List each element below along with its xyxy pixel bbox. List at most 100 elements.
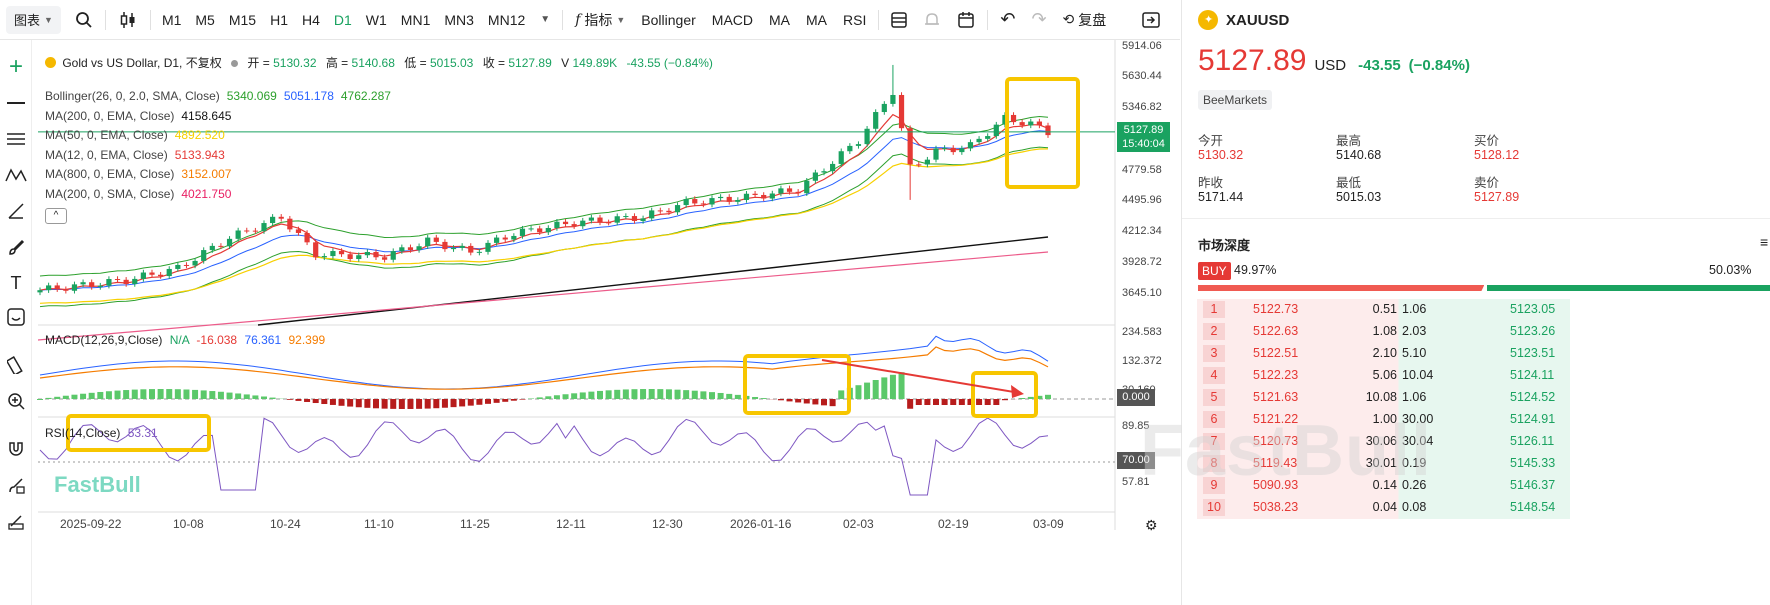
source-badge[interactable]: BeeMarkets [1198, 90, 1273, 110]
rsi-axis-tick: 89.85 [1122, 420, 1150, 432]
macd-histogram-bar [459, 399, 466, 407]
candle-body [485, 242, 491, 252]
depth-bid-volume: 30.01 [1365, 456, 1397, 470]
timeframe-mn1[interactable]: MN1 [400, 11, 431, 28]
price-chart[interactable] [0, 40, 1180, 605]
change-value: -43.55 (−0.84%) [626, 56, 713, 70]
indicator-shortcut-ma-2[interactable]: MA [769, 11, 791, 28]
time-axis-tick: 2026-01-16 [730, 517, 792, 531]
macd-axis-tick: 132.372 [1122, 355, 1162, 367]
candle-body [313, 242, 319, 258]
depth-row: 9 5090.93 0.14 0.26 5146.37 [1197, 475, 1570, 497]
indicator-shortcut-bollinger-0[interactable]: Bollinger [641, 11, 696, 28]
macd-histogram-bar [1001, 399, 1008, 401]
price-axis-tick: 5914.06 [1122, 40, 1162, 52]
redo-icon[interactable]: ↷ [1031, 9, 1047, 29]
bollinger-lower-line [39, 146, 1049, 308]
more-timeframes-chevron-icon[interactable]: ▼ [540, 14, 551, 25]
macd-histogram-bar [416, 399, 423, 409]
macd-histogram-bar [321, 399, 328, 405]
depth-ask-volume: 0.26 [1402, 478, 1427, 492]
candle-body [140, 272, 146, 279]
indicator-row[interactable]: Bollinger(26, 0, 2.0, SMA, Close) 5340.06… [45, 89, 391, 103]
candle-body [295, 229, 302, 233]
fastbull-watermark-small: FastBull [54, 472, 141, 497]
exit-fullscreen-icon[interactable] [1134, 0, 1168, 40]
brush-icon[interactable] [0, 232, 32, 262]
timeframe-h4[interactable]: H4 [301, 11, 320, 28]
calendar-icon[interactable] [949, 0, 983, 40]
candle-body [1019, 122, 1025, 126]
indicator-row[interactable]: MA(200, 0, EMA, Close) 4158.645 [45, 109, 231, 123]
macd-value-2: 76.361 [244, 333, 282, 347]
indicators-button[interactable]: f 指标 ▼ [567, 0, 633, 40]
undo-icon[interactable]: ↶ [1000, 9, 1016, 29]
timeframe-m5[interactable]: M5 [195, 11, 215, 28]
price-axis-tick: 3645.10 [1122, 287, 1162, 299]
drawing-toolbar: + T [0, 40, 32, 605]
candle-body [700, 203, 706, 205]
function-icon: f [575, 11, 581, 28]
candle-body [718, 196, 724, 199]
emoji-icon[interactable] [0, 302, 32, 332]
macd-histogram-bar [597, 390, 603, 399]
macd-histogram-bar [993, 399, 1000, 405]
candle-body [528, 228, 534, 230]
depth-menu-icon[interactable]: ≡ [1760, 234, 1769, 250]
timeframe-w1[interactable]: W1 [365, 11, 387, 28]
chart-menu-button[interactable]: 图表 ▼ [6, 5, 61, 34]
depth-ask-price: 5124.52 [1510, 390, 1556, 404]
macd-histogram-bar [200, 390, 207, 399]
indicator-shortcut-ma-3[interactable]: MA [806, 11, 828, 28]
timeframe-m15[interactable]: M15 [228, 11, 257, 28]
price-axis-tick: 4779.58 [1122, 164, 1162, 176]
indicator-row[interactable]: MA(12, 0, EMA, Close) 5133.943 [45, 148, 225, 162]
depth-ask-volume: 30.00 [1402, 412, 1434, 426]
indicator-row[interactable]: MA(50, 0, EMA, Close) 4892.520 [45, 128, 225, 142]
macd-histogram-bar [795, 399, 802, 403]
timeframe-h1[interactable]: H1 [270, 11, 288, 28]
chart-settings-gear-icon[interactable]: ⚙ [1145, 517, 1158, 533]
timeframe-d1[interactable]: D1 [333, 11, 352, 28]
candle-body [356, 255, 362, 260]
fibonacci-icon[interactable] [0, 124, 32, 154]
replay-button[interactable]: ⟲ 复盘 [1055, 0, 1115, 40]
search-icon[interactable] [67, 0, 101, 40]
depth-row: 6 5121.22 1.00 30.00 5124.91 [1197, 409, 1570, 431]
timeframe-mn12[interactable]: MN12 [487, 11, 526, 28]
layout-icon[interactable] [883, 0, 915, 40]
crosshair-plus-icon[interactable]: + [8, 53, 23, 80]
horizontal-line-icon[interactable] [0, 88, 32, 118]
collapse-legend-button[interactable]: ^ [45, 208, 67, 224]
indicator-row[interactable]: MA(800, 0, EMA, Close) 3152.007 [45, 167, 231, 181]
candle-body [261, 223, 267, 232]
indicator-row[interactable]: MA(200, 0, SMA, Close) 4021.750 [45, 187, 231, 201]
macd-histogram-bar [941, 399, 948, 405]
candle-body [106, 279, 112, 286]
candle-body [175, 264, 181, 269]
candlestick-type-icon[interactable] [110, 0, 146, 40]
indicator-shortcut-macd-1[interactable]: MACD [711, 11, 754, 28]
trend-line-icon[interactable] [0, 196, 32, 226]
lock-drawing-icon[interactable] [0, 470, 32, 500]
depth-bid-volume: 0.04 [1372, 500, 1397, 514]
indicator-shortcut-rsi-4[interactable]: RSI [843, 11, 867, 28]
candle-body [330, 251, 336, 257]
candle-body [373, 252, 379, 258]
pattern-icon[interactable] [0, 160, 32, 190]
timeframe-m1[interactable]: M1 [161, 11, 182, 28]
macd-histogram-bar [329, 399, 336, 405]
alert-bell-icon[interactable] [915, 0, 949, 40]
zoom-in-icon[interactable] [0, 386, 32, 416]
candle-body [959, 148, 965, 153]
depth-ask-price: 5148.54 [1510, 500, 1556, 514]
delete-drawing-icon[interactable] [0, 506, 32, 536]
macd-histogram-bar [390, 399, 397, 409]
magnet-icon[interactable] [0, 434, 32, 464]
ruler-icon[interactable] [0, 350, 32, 380]
candle-body [425, 237, 431, 247]
depth-bid-price: 5121.63 [1253, 390, 1299, 404]
candle-body [743, 193, 750, 200]
timeframe-mn3[interactable]: MN3 [444, 11, 474, 28]
text-tool-icon[interactable]: T [10, 272, 22, 293]
